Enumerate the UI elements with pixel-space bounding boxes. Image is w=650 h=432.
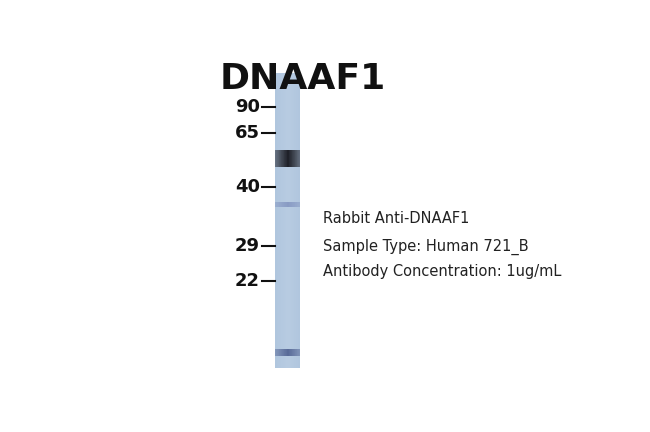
Text: Antibody Concentration: 1ug/mL: Antibody Concentration: 1ug/mL (323, 264, 562, 279)
Text: 65: 65 (235, 124, 260, 142)
Text: Rabbit Anti-DNAAF1: Rabbit Anti-DNAAF1 (323, 211, 469, 226)
Text: Sample Type: Human 721_B: Sample Type: Human 721_B (323, 238, 528, 254)
Text: 29: 29 (235, 238, 260, 255)
Text: DNAAF1: DNAAF1 (220, 62, 386, 96)
Text: 22: 22 (235, 272, 260, 290)
Text: 40: 40 (235, 178, 260, 196)
Text: 90: 90 (235, 98, 260, 116)
